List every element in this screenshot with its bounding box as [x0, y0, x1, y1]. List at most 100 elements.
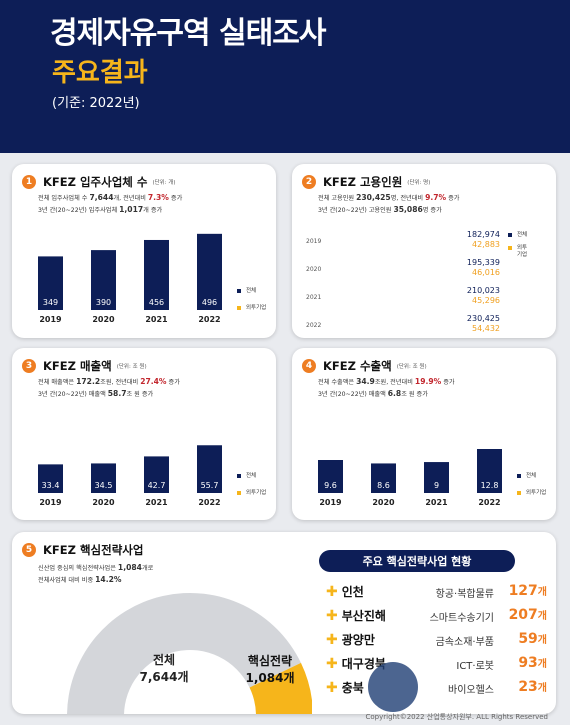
foreign-value: 46,016: [472, 268, 500, 277]
section-desc-2: 3년 간(20~22년) 매출액 6.8조 원 증가: [318, 389, 428, 398]
page-title: 경제자유구역 실태조사: [50, 16, 326, 51]
x-tick-label: 2021: [145, 315, 168, 324]
total-value: 210,023: [466, 286, 500, 295]
employment-card: 2 KFEZ 고용인원 (단위: 명) 전체 고용인원 230,425명, 전년…: [292, 164, 556, 338]
sales-bar-chart: 33.4 2019 34.5 2020 42.7 2021 55.7 2022: [38, 445, 222, 507]
bar-value-label: 34.5: [95, 481, 113, 490]
section-unit: (단위: 명): [407, 180, 431, 186]
section-unit: (단위: 조 원): [116, 364, 147, 370]
region-name: 광양만: [341, 633, 375, 647]
section-desc-2: 3년 간(20~22년) 입주사업체 1,017개 증가: [38, 205, 163, 214]
total-value: 7,644개: [140, 670, 189, 684]
plus-icon: ✚: [326, 655, 338, 672]
company-count: 93개: [518, 655, 547, 671]
core-label: 핵심전략: [248, 653, 292, 668]
x-tick-label: 2020: [92, 315, 115, 324]
section-unit: (단위: 개): [152, 180, 176, 186]
chart-legend: 전체 외투기업: [517, 471, 546, 505]
industry-name: 항공·복합물류: [435, 589, 494, 600]
section-desc-1: 전체 수출액은 34.9조원, 전년대비 19.9% 증가: [318, 377, 455, 386]
panel-title: 주요 핵심전략사업 현황: [319, 550, 515, 572]
x-tick-label: 2022: [198, 498, 220, 507]
bar-value-label: 9: [434, 481, 439, 490]
x-tick-label: 2021: [145, 498, 168, 507]
bar: [477, 449, 502, 493]
total-label: 전체: [153, 652, 175, 667]
section-unit: (단위: 조 원): [396, 364, 427, 370]
foreign-value: 42,883: [472, 240, 500, 249]
company-count: 23개: [518, 679, 547, 695]
year-label: 2019: [306, 238, 322, 245]
x-tick-label: 2019: [319, 498, 342, 507]
chart-legend: 전체 외투기업: [237, 471, 266, 505]
section-title: KFEZ 고용인원: [323, 175, 403, 189]
donut-slice-total: [67, 593, 301, 714]
section-number: 1: [22, 175, 36, 189]
strategy-donut-chart: 전체 7,644개 핵심전략 1,084개: [67, 593, 312, 714]
section-desc-1: 전체 매출액은 172.2조원, 전년대비 27.4% 증가: [38, 377, 180, 386]
sales-card: 3 KFEZ 매출액 (단위: 조 원) 전체 매출액은 172.2조원, 전년…: [12, 348, 276, 520]
region-name: 부산진해: [341, 609, 386, 623]
bar: [38, 256, 63, 310]
bar: [144, 456, 169, 493]
plus-icon: ✚: [326, 583, 338, 600]
watermark-logo: [368, 662, 418, 712]
bar-value-label: 456: [149, 298, 164, 307]
company-count: 127개: [508, 583, 547, 599]
section-desc-1: 전체 고용인원 230,425명, 전년대비 9.7% 증가: [318, 193, 460, 202]
companies-card: 1 KFEZ 입주사업체 수 (단위: 개) 전체 입주사업체 수 7,644개…: [12, 164, 276, 338]
section-desc-2: 3년 간(20~22년) 고용인원 35,086명 증가: [318, 205, 442, 214]
bar: [91, 250, 116, 310]
section-desc-2: 전체사업체 대비 비중 14.2%: [38, 575, 122, 584]
bar-value-label: 55.7: [201, 481, 219, 490]
strategy-list-item: ✚ 부산진해 스마트수송기기 207개: [326, 607, 550, 631]
section-title: KFEZ 핵심전략사업: [43, 543, 144, 557]
bar-value-label: 349: [43, 298, 58, 307]
region-name: 충북: [341, 681, 364, 695]
total-value: 230,425: [466, 314, 500, 323]
industry-name: 스마트수송기기: [429, 613, 494, 624]
industry-name: 바이오헬스: [448, 685, 494, 696]
bar: [38, 464, 63, 493]
bar: [144, 239, 169, 310]
region-name: 대구경북: [341, 657, 386, 671]
core-value: 1,084개: [246, 671, 295, 685]
industry-name: ICT·로봇: [456, 661, 494, 672]
page-subtitle: 주요결과: [52, 58, 148, 88]
bar-value-label: 12.8: [481, 481, 499, 490]
bar: [197, 445, 222, 493]
bar: [424, 462, 449, 493]
chart-legend: 전체 외투기업: [237, 286, 266, 320]
bar-value-label: 9.6: [324, 481, 337, 490]
strategy-list-item: ✚ 광양만 금속소재·부품 59개: [326, 631, 550, 655]
x-tick-label: 2020: [92, 498, 115, 507]
strategy-list-item: ✚ 충북 바이오헬스 23개: [326, 679, 550, 703]
section-number: 2: [302, 175, 316, 189]
x-tick-label: 2020: [372, 498, 395, 507]
section-number: 4: [302, 359, 316, 373]
bar-value-label: 390: [96, 298, 111, 307]
bar-value-label: 42.7: [148, 481, 166, 490]
donut-slice-core: [249, 662, 312, 714]
year-label: 2022: [306, 322, 322, 329]
section-desc-2: 3년 간(20~22년) 매출액 58.7조 원 증가: [38, 389, 154, 398]
plus-icon: ✚: [326, 631, 338, 648]
company-count: 207개: [508, 607, 547, 623]
bar-value-label: 8.6: [377, 481, 390, 490]
bar: [91, 463, 116, 493]
x-tick-label: 2019: [39, 315, 62, 324]
total-value: 182,974: [466, 230, 500, 239]
foreign-value: 45,296: [472, 296, 500, 305]
companies-bar-chart: 349 2019 390 2020 456 2021 496 2022: [38, 233, 222, 324]
foreign-value: 54,432: [472, 324, 500, 333]
strategy-list: ✚ 인천 항공·복합물류 127개 ✚ 부산진해 스마트수송기기 207개 ✚ 광양만 금속소재·부…: [326, 583, 550, 703]
year-label: 2021: [306, 294, 322, 301]
bar: [371, 463, 396, 493]
exports-bar-chart: 9.6 2019 8.6 2020 9 2021 12.8 2022: [318, 449, 502, 507]
copyright: Copyright©2022 산업통상자원부. ALL Rights Reser…: [365, 713, 548, 721]
chart-legend: 전체 외투기업: [508, 232, 531, 268]
bar-value-label: 33.4: [42, 481, 60, 490]
section-title: KFEZ 매출액: [43, 359, 112, 373]
bar: [197, 233, 222, 310]
company-count: 59개: [518, 631, 547, 647]
